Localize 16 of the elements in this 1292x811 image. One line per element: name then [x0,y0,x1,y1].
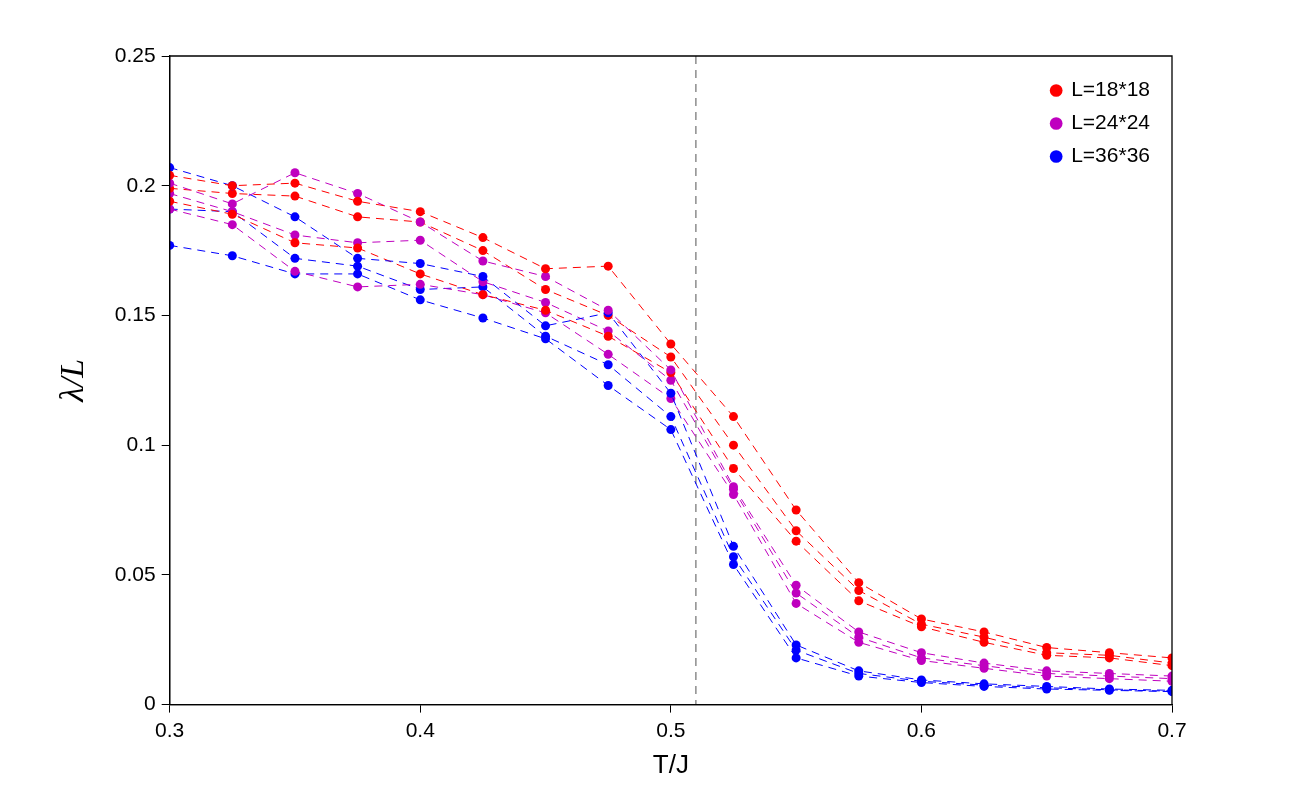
x-tick-label: 0.6 [906,718,937,741]
y-axis-title: λ/L [53,358,91,403]
y-tick-label: 0.1 [126,431,156,455]
y-tick-label: 0.15 [114,302,156,326]
x-tick-label: 0.3 [155,718,185,741]
x-tick-label: 0.5 [656,718,686,741]
y-tick-label: 0.2 [126,172,156,196]
legend-label: L=36*36 [1071,143,1151,167]
x-tick-label: 0.7 [1157,718,1187,741]
legend-label: L=24*24 [1071,110,1151,134]
y-tick-label: 0 [143,691,156,715]
x-tick-label: 0.4 [405,718,436,741]
legend-label: L=18*18 [1071,77,1151,101]
x-axis-title: T/J [652,748,689,779]
y-tick-label: 0.25 [114,42,156,66]
y-tick-label: 0.05 [114,561,156,585]
